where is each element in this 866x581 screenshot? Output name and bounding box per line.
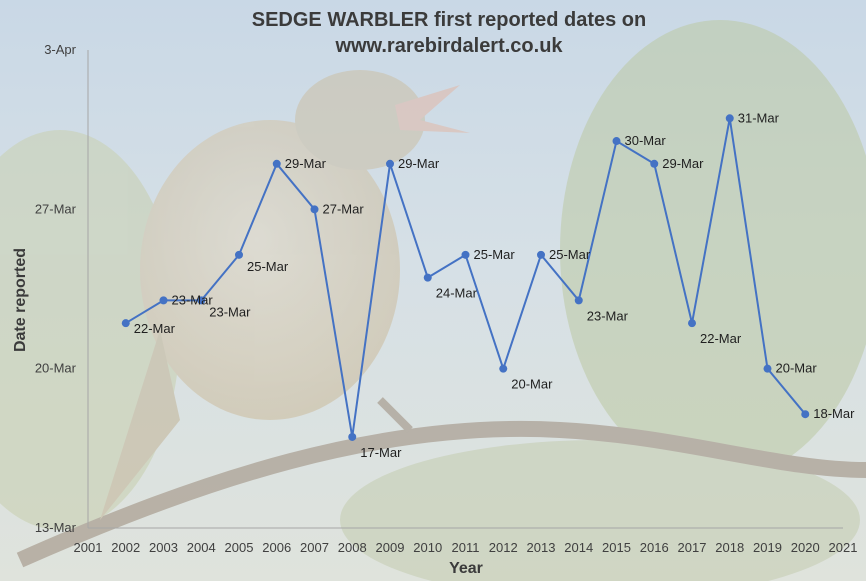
- data-label: 18-Mar: [813, 406, 855, 421]
- data-point: [423, 273, 432, 282]
- data-point: [197, 296, 206, 305]
- data-label: 27-Mar: [323, 201, 365, 216]
- data-point: [121, 319, 130, 328]
- data-label: 30-Mar: [625, 133, 667, 148]
- x-tick-label: 2008: [338, 540, 367, 555]
- data-label: 17-Mar: [360, 445, 402, 460]
- y-tick-label: 20-Mar: [35, 361, 77, 376]
- x-axis-title: Year: [449, 560, 483, 577]
- chart-title-line-1: SEDGE WARBLER first reported dates on: [252, 9, 647, 31]
- x-tick-label: 2021: [829, 540, 858, 555]
- data-label: 29-Mar: [398, 156, 440, 171]
- x-tick-label: 2004: [187, 540, 216, 555]
- y-tick-label: 3-Apr: [44, 42, 76, 57]
- x-tick-label: 2001: [74, 540, 103, 555]
- data-points: [121, 114, 810, 441]
- data-point: [499, 364, 508, 373]
- y-tick-labels: 13-Mar 20-Mar 27-Mar 3-Apr: [35, 42, 77, 535]
- x-tick-label: 2006: [262, 540, 291, 555]
- x-tick-label: 2010: [413, 540, 442, 555]
- data-point: [537, 250, 545, 259]
- axes: [87, 50, 843, 529]
- x-tick-label: 2003: [149, 540, 178, 555]
- data-label: 29-Mar: [285, 156, 327, 171]
- data-label: 23-Mar: [587, 308, 629, 323]
- x-tick-label: 2011: [452, 540, 480, 555]
- y-tick-label: 13-Mar: [35, 520, 77, 535]
- data-point: [612, 137, 621, 146]
- x-tick-label: 2014: [564, 540, 593, 555]
- x-tick-label: 2015: [602, 540, 631, 555]
- x-tick-label: 2013: [527, 540, 556, 555]
- x-tick-label: 2005: [225, 540, 254, 555]
- data-label: 24-Mar: [436, 286, 478, 301]
- chart-title-line-2: www.rarebirdalert.co.uk: [334, 35, 563, 57]
- data-label: 20-Mar: [776, 361, 818, 376]
- y-axis-title: Date reported: [12, 248, 29, 352]
- data-labels: 22-Mar23-Mar23-Mar25-Mar29-Mar27-Mar17-M…: [134, 110, 855, 460]
- data-label: 22-Mar: [134, 321, 176, 336]
- data-point: [348, 432, 357, 441]
- data-label: 25-Mar: [474, 247, 516, 262]
- data-label: 31-Mar: [738, 110, 780, 125]
- data-point: [461, 250, 470, 259]
- x-tick-label: 2016: [640, 540, 669, 555]
- data-label: 22-Mar: [700, 331, 742, 346]
- data-label: 25-Mar: [549, 247, 591, 262]
- x-tick-label: 2018: [715, 540, 744, 555]
- data-point: [310, 205, 319, 214]
- data-label: 23-Mar: [209, 304, 251, 319]
- data-point: [801, 410, 810, 419]
- data-label: 23-Mar: [172, 292, 214, 307]
- data-point: [574, 296, 583, 305]
- data-label: 20-Mar: [511, 377, 553, 392]
- data-point: [159, 296, 168, 305]
- data-point: [272, 159, 281, 168]
- data-point: [650, 159, 659, 168]
- x-tick-label: 2019: [753, 540, 782, 555]
- data-point: [763, 364, 772, 373]
- x-tick-label: 2007: [300, 540, 329, 555]
- x-tick-label: 2017: [678, 540, 707, 555]
- x-tick-labels: 2001 2002 2003 2004 2005 2006 2007 2008 2009 2010…: [74, 540, 858, 555]
- x-tick-label: 2012: [489, 540, 518, 555]
- data-label: 25-Mar: [247, 259, 289, 274]
- data-point: [386, 159, 394, 168]
- background-photo: [0, 20, 866, 581]
- data-point: [725, 114, 734, 123]
- data-label: 29-Mar: [662, 156, 704, 171]
- x-tick-label: 2002: [111, 540, 140, 555]
- x-tick-label: 2009: [376, 540, 405, 555]
- data-point: [688, 319, 696, 328]
- x-tick-label: 2020: [791, 540, 820, 555]
- y-tick-label: 27-Mar: [35, 201, 77, 216]
- data-point: [235, 250, 243, 259]
